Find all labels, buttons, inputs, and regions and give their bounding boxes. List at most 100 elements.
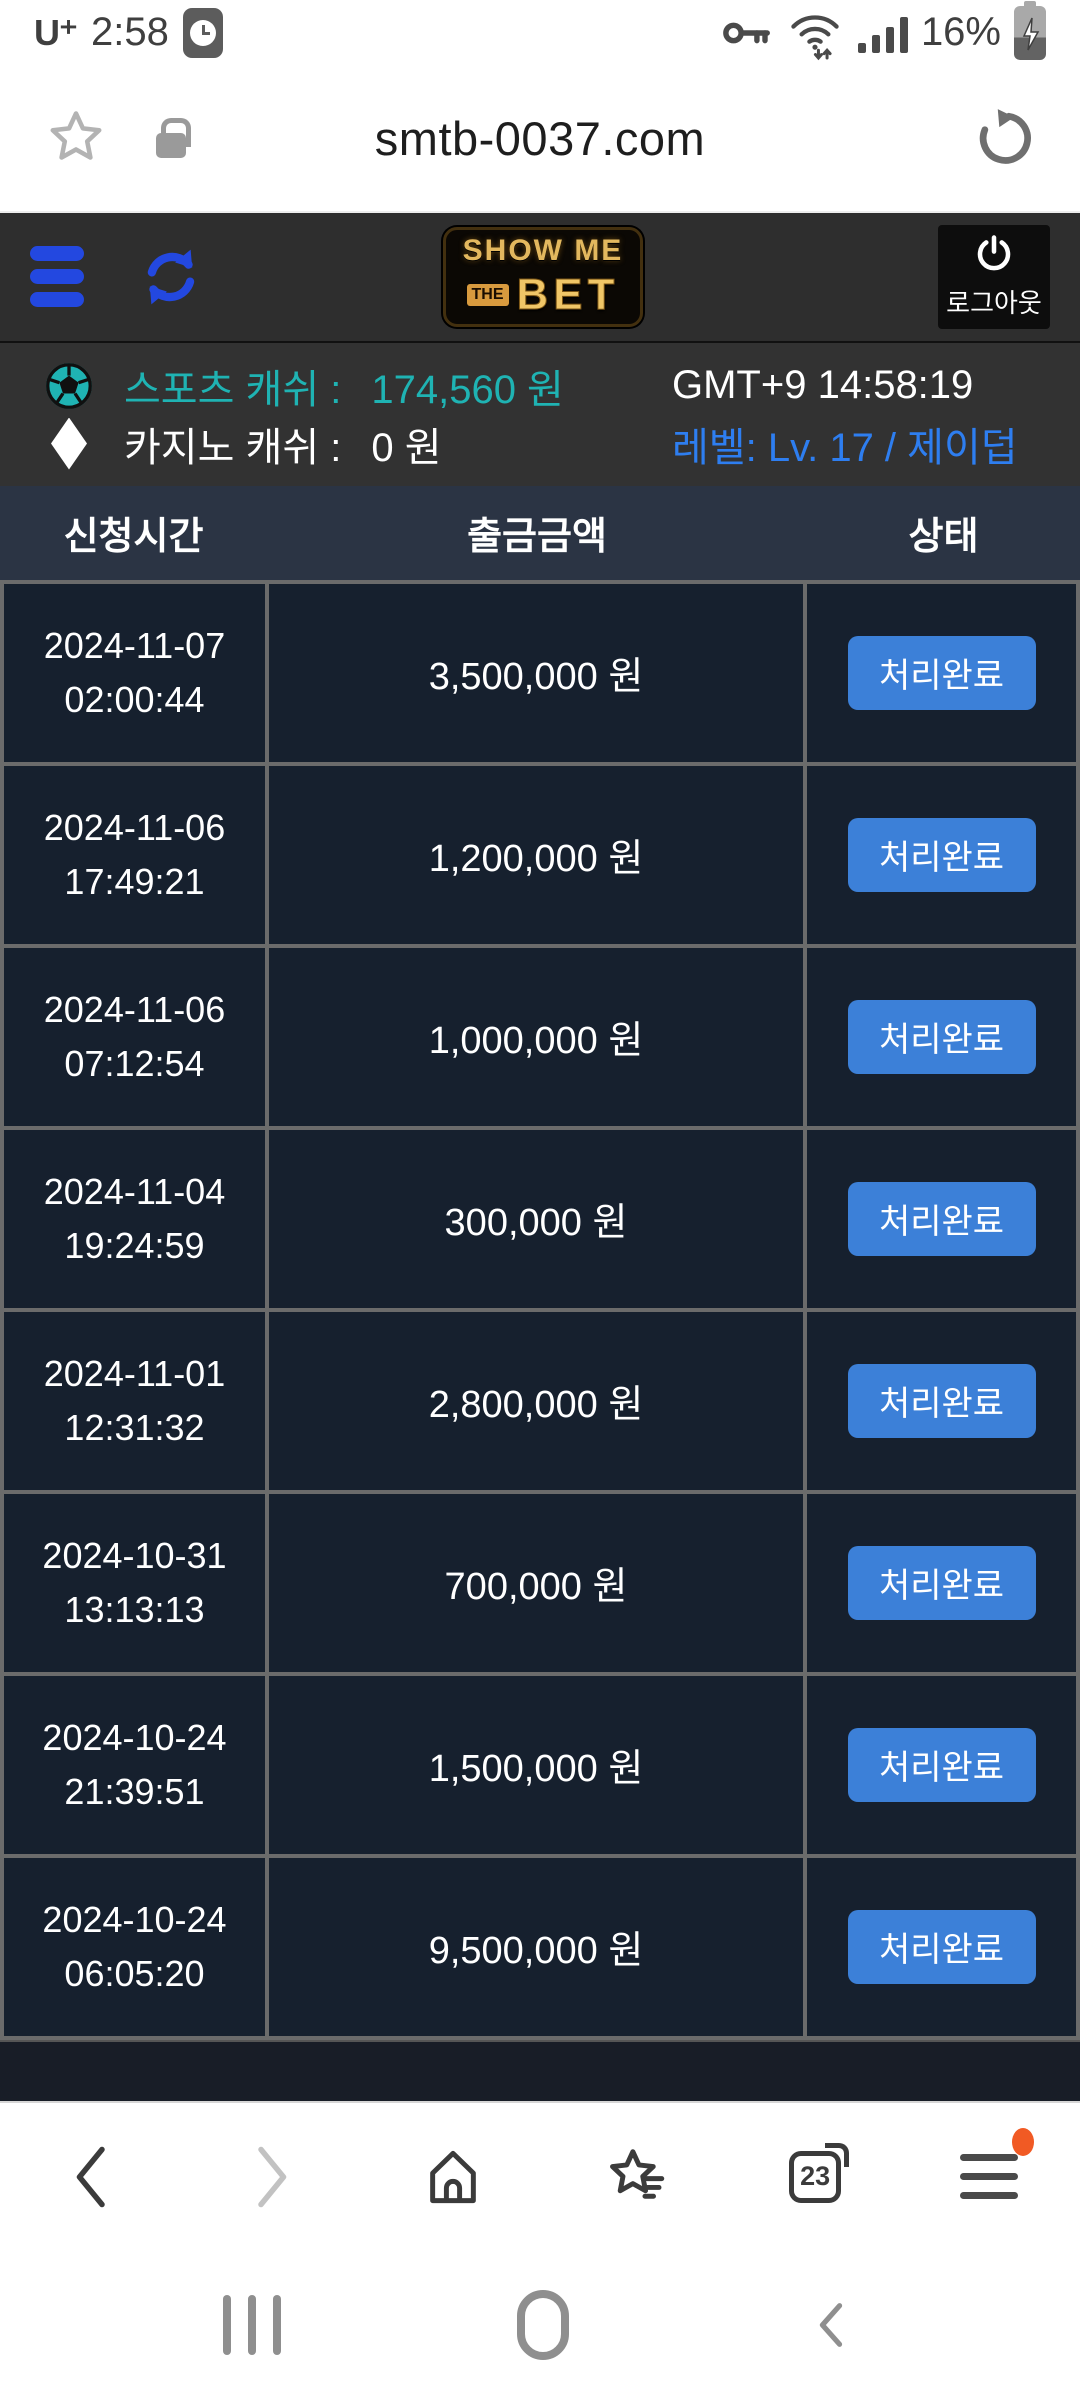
cell-request-time: 2024-11-04 19:24:59 <box>4 1129 265 1308</box>
row-amount: 300,000 원 <box>444 1202 628 1245</box>
cell-amount: 1,000,000 원 <box>269 947 803 1126</box>
reload-icon[interactable] <box>974 107 1036 169</box>
logo-line1: SHOW ME <box>462 234 624 268</box>
status-button[interactable]: 처리완료 <box>847 1909 1036 1984</box>
browser-back-icon[interactable] <box>62 2141 122 2213</box>
withdraw-table-body: 2024-11-07 02:00:44 3,500,000 원 처리완료 202… <box>0 579 1080 2040</box>
cell-status: 처리완료 <box>807 583 1076 762</box>
table-bottom-strip <box>0 2039 1080 2102</box>
row-date: 2024-10-31 <box>42 1534 227 1576</box>
status-button[interactable]: 처리완료 <box>847 999 1036 1074</box>
row-amount: 9,500,000 원 <box>428 1930 644 1973</box>
row-amount: 1,500,000 원 <box>428 1748 644 1791</box>
cell-amount: 2,800,000 원 <box>269 1311 803 1490</box>
cell-request-time: 2024-10-31 13:13:13 <box>4 1493 265 1672</box>
cell-request-time: 2024-11-07 02:00:44 <box>4 583 265 762</box>
cell-status: 처리완료 <box>807 1675 1076 1854</box>
site-logo[interactable]: SHOW ME THE BET <box>443 227 643 328</box>
cell-request-time: 2024-11-06 07:12:54 <box>4 947 265 1126</box>
address-bar: smtb-0037.com <box>0 65 1080 214</box>
cell-amount: 1,500,000 원 <box>269 1675 803 1854</box>
logo-bet: BET <box>516 270 620 320</box>
casino-cash-label: 카지노 캐쉬 : <box>124 425 342 470</box>
col-amount: 출금금액 <box>467 516 607 559</box>
status-button[interactable]: 처리완료 <box>847 1181 1036 1256</box>
cell-request-time: 2024-10-24 21:39:51 <box>4 1675 265 1854</box>
home-icon[interactable] <box>420 2144 486 2210</box>
row-amount: 3,500,000 원 <box>428 656 644 699</box>
row-date: 2024-11-01 <box>43 1352 226 1394</box>
cell-status: 처리완료 <box>807 1857 1076 2036</box>
cell-amount: 300,000 원 <box>269 1129 803 1308</box>
android-nav-bar <box>0 2250 1080 2400</box>
cell-status: 처리완료 <box>807 765 1076 944</box>
cell-amount: 3,500,000 원 <box>269 583 803 762</box>
gmt-clock: GMT+9 14:58:19 <box>672 363 974 408</box>
cell-status: 처리완료 <box>807 1311 1076 1490</box>
url-text[interactable]: smtb-0037.com <box>374 111 706 165</box>
carrier-label: U⁺ <box>34 11 78 53</box>
status-button[interactable]: 처리완료 <box>847 1363 1036 1438</box>
withdraw-table-header: 신청시간 출금금액 상태 <box>0 485 1080 580</box>
status-bar: U⁺ 2:58 <box>0 0 1080 66</box>
status-button[interactable]: 처리완료 <box>847 635 1036 710</box>
power-icon <box>973 233 1015 275</box>
col-request-time: 신청시간 <box>63 516 204 559</box>
refresh-sync-icon[interactable] <box>140 246 202 308</box>
row-time: 06:05:20 <box>64 1952 205 1994</box>
wifi-icon <box>787 5 843 61</box>
battery-percent: 16% <box>920 10 1001 55</box>
row-time: 02:00:44 <box>64 678 205 720</box>
row-amount: 1,200,000 원 <box>428 838 644 881</box>
cell-amount: 1,200,000 원 <box>269 765 803 944</box>
status-button[interactable]: 처리완료 <box>847 817 1036 892</box>
cell-request-time: 2024-10-24 06:05:20 <box>4 1857 265 2036</box>
row-amount: 2,800,000 원 <box>428 1384 644 1427</box>
menu-hamburger-icon[interactable] <box>30 240 84 313</box>
col-status: 상태 <box>908 516 979 559</box>
cell-request-time: 2024-11-06 17:49:21 <box>4 765 265 944</box>
soccer-ball-icon <box>36 361 102 411</box>
cell-status: 처리완료 <box>807 1129 1076 1308</box>
logout-button[interactable]: 로그아웃 <box>938 224 1050 329</box>
browser-forward-icon[interactable] <box>241 2141 301 2213</box>
signal-icon <box>856 7 908 59</box>
status-button[interactable]: 처리완료 <box>847 1727 1036 1802</box>
row-date: 2024-10-24 <box>42 1716 227 1758</box>
sports-cash-value: 174,560 원 <box>371 367 564 412</box>
site-header: SHOW ME THE BET 로그아웃 <box>0 213 1080 341</box>
cell-status: 처리완료 <box>807 1493 1076 1672</box>
row-time: 12:31:32 <box>64 1406 205 1448</box>
cell-status: 처리완료 <box>807 947 1076 1126</box>
account-bar: 스포츠 캐쉬 : 174,560 원 GMT+9 14:58:19 카지노 캐쉬… <box>0 340 1080 486</box>
recents-button[interactable] <box>223 2295 281 2356</box>
battery-charging-icon <box>1014 0 1046 60</box>
row-time: 07:12:54 <box>64 1042 205 1084</box>
cell-amount: 9,500,000 원 <box>269 1857 803 2036</box>
casino-cash-value: 0 원 <box>371 425 442 470</box>
notification-dot <box>1011 2128 1034 2157</box>
vpn-key-icon <box>720 6 774 60</box>
row-date: 2024-11-06 <box>43 988 226 1030</box>
bookmarks-icon[interactable] <box>604 2144 670 2210</box>
secure-lock-icon[interactable] <box>156 118 191 159</box>
row-date: 2024-11-06 <box>43 806 226 848</box>
status-button[interactable]: 처리완료 <box>847 1545 1036 1620</box>
row-date: 2024-11-07 <box>43 624 226 666</box>
row-amount: 700,000 원 <box>444 1566 628 1609</box>
row-time: 19:24:59 <box>64 1224 205 1266</box>
cell-request-time: 2024-11-01 12:31:32 <box>4 1311 265 1490</box>
android-back-button[interactable] <box>805 2295 857 2355</box>
browser-menu-icon[interactable] <box>959 2128 1034 2200</box>
diamond-icon <box>36 417 102 470</box>
logo-the: THE <box>466 284 509 307</box>
bookmark-star-icon[interactable] <box>44 106 108 170</box>
android-home-button[interactable] <box>517 2290 569 2361</box>
row-time: 13:13:13 <box>64 1588 205 1630</box>
tabs-icon[interactable]: 23 <box>789 2142 850 2203</box>
row-date: 2024-10-24 <box>42 1898 227 1940</box>
user-level[interactable]: 레벨: Lv. 17 / 제이덥 <box>672 425 1018 470</box>
sports-cash-label: 스포츠 캐쉬 : <box>124 367 342 412</box>
logout-label: 로그아웃 <box>946 288 1042 319</box>
